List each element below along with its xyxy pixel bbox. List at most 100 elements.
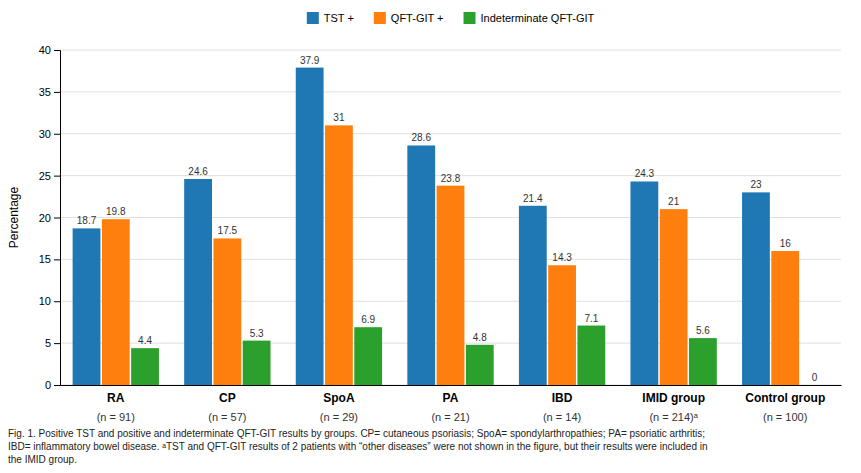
- legend-label: Indeterminate QFT-GIT: [481, 12, 595, 24]
- y-tick: 5: [45, 337, 60, 349]
- data-label: 4.8: [473, 332, 487, 343]
- category-subtitle: (n = 100): [763, 411, 807, 423]
- y-tick-label: 40: [39, 44, 51, 56]
- data-labels: 18.724.637.928.621.424.32319.817.53123.8…: [77, 55, 818, 383]
- x-tick-label: CP: [219, 391, 236, 405]
- legend-swatch: [307, 12, 319, 24]
- bar: [577, 326, 605, 385]
- y-tick-mark: [54, 343, 60, 344]
- data-label: 31: [333, 112, 345, 123]
- legend-label: TST +: [324, 12, 354, 24]
- data-label: 4.4: [138, 335, 152, 346]
- data-label: 7.1: [584, 313, 598, 324]
- x-axis: RA CP SpoA PA IBD IMID group Control group: [61, 385, 842, 405]
- bar: [73, 228, 101, 385]
- caption-line: Fig. 1. Positive TST and positive and in…: [8, 428, 705, 439]
- bar: [689, 338, 717, 385]
- legend-item: TST +: [307, 12, 354, 24]
- chart: 18.724.637.928.621.424.32319.817.53123.8…: [0, 0, 861, 473]
- caption-line: IBD= inflammatory bowel disease. ᵃTST an…: [8, 441, 708, 452]
- x-axis-line: [61, 385, 842, 386]
- category-subtitle: (n = 14): [543, 411, 581, 423]
- y-tick: 40: [39, 44, 60, 56]
- legend-swatch: [374, 12, 386, 24]
- x-tick: SpoA: [323, 385, 355, 405]
- bar: [801, 385, 829, 386]
- data-label: 16: [780, 238, 792, 249]
- legend-label: QFT-GIT +: [391, 12, 444, 24]
- bar: [184, 179, 212, 385]
- grid: [60, 50, 841, 385]
- bar: [102, 219, 130, 385]
- category-subtitle: (n = 91): [97, 411, 135, 423]
- bar: [548, 265, 576, 385]
- x-tick-label: IBD: [552, 391, 573, 405]
- y-tick-label: 30: [39, 128, 51, 140]
- data-label: 21.4: [523, 193, 543, 204]
- y-tick-label: 25: [39, 170, 51, 182]
- data-label: 28.6: [412, 132, 432, 143]
- x-tick: RA: [107, 385, 125, 405]
- x-tick-label: Control group: [745, 391, 825, 405]
- data-label: 19.8: [106, 206, 126, 217]
- bar: [407, 145, 435, 385]
- bar: [660, 209, 688, 385]
- y-tick-mark: [54, 218, 60, 219]
- x-tick: PA: [443, 385, 459, 405]
- y-axis-line: [54, 51, 61, 386]
- data-label: 21: [668, 196, 680, 207]
- data-label: 14.3: [552, 252, 572, 263]
- data-label: 24.3: [635, 168, 655, 179]
- bar: [325, 125, 353, 385]
- bar: [742, 192, 770, 385]
- y-tick-mark: [54, 176, 60, 177]
- data-label: 23: [750, 179, 762, 190]
- x-tick-label: SpoA: [323, 391, 355, 405]
- y-axis-title: Percentage: [7, 186, 21, 248]
- y-tick: 0: [45, 379, 60, 391]
- legend-item: Indeterminate QFT-GIT: [464, 12, 595, 24]
- legend-item: QFT-GIT +: [374, 12, 444, 24]
- category-subtitles: (n = 91) (n = 57) (n = 29) (n = 21) (n = 14)…: [97, 411, 808, 423]
- y-tick: 20: [39, 212, 60, 224]
- x-tick-label: RA: [107, 391, 125, 405]
- y-tick-label: 0: [45, 379, 51, 391]
- x-tick: CP: [219, 385, 236, 405]
- y-tick-mark: [54, 134, 60, 135]
- y-tick-mark: [54, 92, 60, 93]
- bar: [131, 348, 159, 385]
- y-tick: 25: [39, 170, 60, 182]
- data-label: 6.9: [361, 314, 375, 325]
- x-tick: IBD: [552, 385, 573, 405]
- data-label: 5.6: [696, 325, 710, 336]
- category-subtitle: (n = 21): [431, 411, 469, 423]
- y-tick: 30: [39, 128, 60, 140]
- bar: [466, 345, 494, 385]
- x-tick: Control group: [745, 385, 825, 405]
- y-tick-mark: [54, 301, 60, 302]
- data-label: 37.9: [300, 55, 320, 66]
- y-tick: 15: [39, 253, 60, 265]
- y-tick-mark: [54, 385, 60, 386]
- y-tick-label: 35: [39, 86, 51, 98]
- bar: [243, 341, 271, 385]
- y-tick: 35: [39, 86, 60, 98]
- y-tick-label: 20: [39, 212, 51, 224]
- bar: [519, 206, 547, 385]
- bar: [213, 238, 241, 385]
- x-tick: IMID group: [642, 385, 705, 405]
- x-tick-label: IMID group: [642, 391, 705, 405]
- bar: [296, 68, 324, 385]
- category-subtitle: (n = 29): [320, 411, 358, 423]
- bar: [354, 327, 382, 385]
- x-tick-label: PA: [443, 391, 459, 405]
- data-label: 24.6: [188, 166, 208, 177]
- y-tick-label: 15: [39, 253, 51, 265]
- y-tick-mark: [54, 259, 60, 260]
- category-subtitle: (n = 57): [208, 411, 246, 423]
- data-label: 5.3: [250, 328, 264, 339]
- y-tick: 10: [39, 295, 60, 307]
- bars: [73, 68, 799, 385]
- legend: TST + QFT-GIT + Indeterminate QFT-GIT: [307, 12, 595, 24]
- grid-line: [60, 50, 841, 51]
